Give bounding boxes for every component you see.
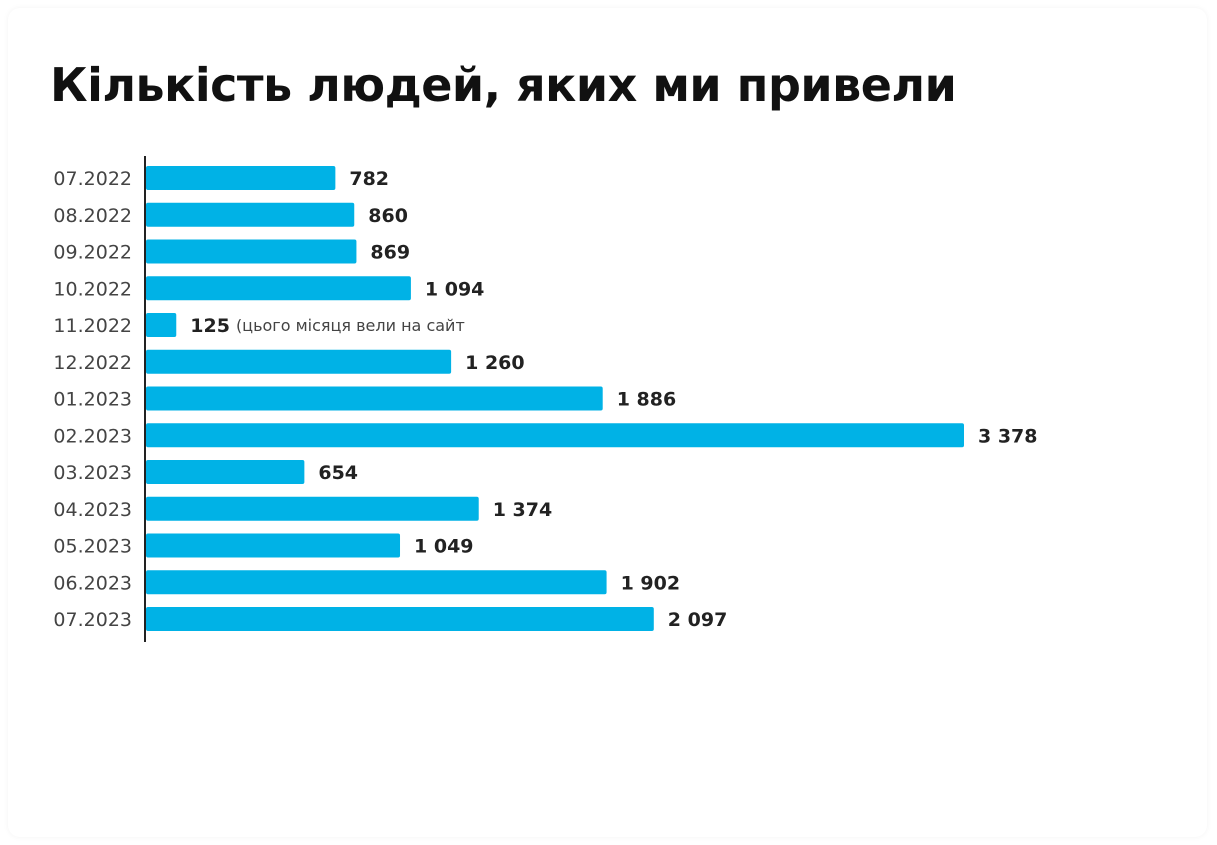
y-tick-label: 09.2022 — [53, 242, 132, 264]
y-tick-label: 11.2022 — [53, 315, 132, 337]
data-label: 2 097 — [668, 609, 728, 631]
y-tick-label: 06.2023 — [53, 572, 132, 594]
y-tick-label: 12.2022 — [53, 352, 132, 374]
data-label: 1 902 — [621, 572, 681, 594]
bar-01.2023 — [146, 386, 603, 411]
data-label: 1 260 — [465, 352, 525, 374]
bar-09.2022 — [146, 239, 357, 264]
bar-10.2022 — [146, 276, 411, 301]
bar-12.2022 — [146, 349, 452, 374]
data-label: 860 — [368, 205, 408, 227]
bar-06.2023 — [146, 570, 607, 595]
data-label: 869 — [370, 242, 410, 264]
bar-02.2023 — [146, 423, 964, 448]
bar-04.2023 — [146, 496, 479, 521]
y-tick-label: 07.2022 — [53, 168, 132, 190]
data-label: 1 049 — [414, 536, 474, 558]
bar-07.2023 — [146, 607, 654, 631]
data-label: 782 — [349, 168, 389, 190]
y-tick-label: 07.2023 — [53, 609, 132, 631]
bar-11.2022 — [146, 313, 177, 337]
page-title: Кількість людей, яких ми привели — [50, 58, 957, 112]
y-tick-label: 04.2023 — [53, 499, 132, 521]
bar-07.2022 — [146, 166, 336, 190]
bar-08.2022 — [146, 202, 355, 227]
bar-05.2023 — [146, 533, 401, 558]
data-label: 654 — [318, 462, 358, 484]
y-tick-label: 05.2023 — [53, 536, 132, 558]
data-label: 1 094 — [425, 278, 485, 300]
bar-03.2023 — [146, 460, 305, 484]
chart-card — [8, 8, 1207, 837]
data-label: 125 — [190, 315, 230, 337]
y-tick-label: 01.2023 — [53, 389, 132, 411]
data-label: 1 886 — [617, 389, 677, 411]
y-tick-label: 08.2022 — [53, 205, 132, 227]
annotation-label: (цього місяця вели на сайт — [236, 316, 465, 335]
y-tick-label: 02.2023 — [53, 425, 132, 447]
y-tick-label: 03.2023 — [53, 462, 132, 484]
data-label: 3 378 — [978, 425, 1038, 447]
y-tick-label: 10.2022 — [53, 278, 132, 300]
data-label: 1 374 — [493, 499, 553, 521]
